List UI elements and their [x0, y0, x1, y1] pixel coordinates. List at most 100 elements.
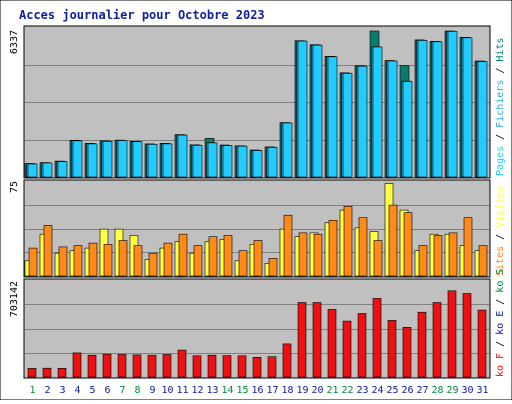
panel-bottom-bars	[25, 290, 489, 378]
bar-pages-day-24	[372, 46, 383, 178]
bar-sites-day-29	[448, 232, 458, 277]
bar-kof-day-14	[222, 355, 232, 378]
legend-part-middle-1: /	[495, 228, 506, 246]
bar-kof-day-29	[447, 290, 457, 378]
x-tick-label-day-6: 6	[104, 385, 110, 396]
bar-pages-day-17	[267, 147, 278, 178]
bar-pages-day-7	[117, 140, 128, 178]
bar-sites-day-30	[463, 217, 473, 277]
bar-sites-day-19	[298, 232, 308, 277]
bar-pages-day-4	[72, 140, 83, 178]
bar-pages-day-21	[327, 56, 338, 178]
bar-sites-day-24	[373, 240, 383, 277]
bar-pages-day-3	[57, 161, 68, 178]
x-tick-label-day-28: 28	[431, 385, 443, 396]
x-tick-label-day-8: 8	[134, 385, 140, 396]
bar-kof-day-7	[117, 354, 127, 378]
bar-pages-day-1	[27, 163, 38, 178]
x-tick-label-day-27: 27	[416, 385, 428, 396]
x-tick-label-day-22: 22	[341, 385, 353, 396]
x-tick-label-day-30: 30	[461, 385, 473, 396]
bar-pages-day-12	[192, 145, 203, 178]
legend-part-bottom-1: /	[495, 335, 506, 353]
bar-kof-day-11	[177, 349, 187, 378]
bar-pages-day-14	[222, 145, 233, 178]
panel-pages-files-hits: 6337 Pages / Fichiers / Hits	[9, 25, 506, 179]
bar-kof-day-15	[237, 355, 247, 378]
legend-part-top-4: Hits	[495, 38, 506, 62]
x-tick-label-day-14: 14	[221, 385, 233, 396]
bar-pages-day-31	[477, 61, 488, 178]
panel-middle-bars	[24, 183, 489, 277]
bar-pages-day-25	[387, 60, 398, 178]
bar-kof-day-10	[162, 354, 172, 378]
bar-sites-day-20	[313, 233, 323, 277]
bar-pages-day-15	[237, 145, 248, 178]
x-axis-day-labels: 1 2 3 4 5 6 7 8 9 10 11 12 13 14 15 16 17 18 19 20 21 22 23 24 2…	[29, 385, 488, 396]
bar-kof-day-31	[477, 309, 487, 378]
bar-kof-day-22	[342, 320, 352, 378]
x-tick-label-day-4: 4	[74, 385, 80, 396]
legend-part-top-3: /	[495, 62, 506, 80]
bar-sites-day-22	[343, 206, 353, 277]
x-tick-label-day-31: 31	[476, 385, 488, 396]
chart-title: Acces journalier pour Octobre 2023	[19, 8, 265, 22]
x-tick-label-day-11: 11	[176, 385, 188, 396]
bar-pages-day-19	[297, 40, 308, 178]
bar-sites-day-11	[178, 233, 188, 277]
legend-part-bottom-2: ko E	[495, 311, 506, 335]
bar-sites-day-13	[208, 236, 218, 277]
bar-sites-day-28	[433, 235, 443, 277]
legend-part-middle-0: Sites	[495, 246, 506, 276]
bar-sites-day-27	[418, 245, 428, 277]
bar-pages-day-9	[147, 144, 158, 178]
bar-sites-day-2	[43, 225, 53, 277]
bar-kof-day-25	[387, 320, 397, 378]
bar-sites-day-7	[118, 240, 128, 277]
bar-sites-day-5	[88, 242, 98, 277]
legend-part-bottom-4: ko S	[495, 269, 506, 293]
bar-kof-day-13	[207, 354, 217, 378]
bar-kof-day-12	[192, 355, 202, 378]
bar-pages-day-27	[417, 40, 428, 178]
x-tick-label-day-25: 25	[386, 385, 398, 396]
x-tick-label-day-1: 1	[29, 385, 35, 396]
bar-kof-day-16	[252, 356, 262, 378]
x-tick-label-day-12: 12	[191, 385, 203, 396]
bar-sites-day-16	[253, 240, 263, 277]
bar-kof-day-3	[57, 367, 67, 378]
bar-kof-day-5	[87, 354, 97, 378]
bar-pages-day-22	[342, 73, 353, 178]
bar-kof-day-17	[267, 356, 277, 378]
bar-pages-day-2	[42, 162, 53, 178]
bar-pages-day-18	[282, 122, 293, 178]
legend-part-top-0: Pages	[495, 146, 506, 176]
bar-kof-day-19	[297, 302, 307, 378]
x-tick-label-day-20: 20	[311, 385, 323, 396]
bar-pages-day-23	[357, 65, 368, 178]
bar-sites-day-21	[328, 220, 338, 277]
bar-kof-day-30	[462, 293, 472, 378]
x-tick-label-day-29: 29	[446, 385, 458, 396]
bar-pages-day-8	[132, 141, 143, 178]
x-tick-label-day-18: 18	[281, 385, 293, 396]
x-tick-label-day-24: 24	[371, 385, 383, 396]
bar-pages-day-16	[252, 150, 263, 178]
bar-sites-day-6	[103, 244, 113, 277]
bar-kof-day-20	[312, 302, 322, 378]
panel-middle-legend: Sites / Visites	[495, 186, 506, 276]
bar-kof-day-24	[372, 298, 382, 378]
bar-kof-day-26	[402, 326, 412, 378]
bar-pages-day-26	[402, 81, 413, 178]
legend-part-middle-2: Visites	[495, 186, 506, 228]
bar-sites-day-12	[193, 245, 203, 277]
panel-top-bars	[24, 30, 489, 178]
bar-sites-day-25	[388, 204, 398, 277]
bar-pages-day-6	[102, 141, 113, 178]
x-tick-label-day-10: 10	[161, 385, 173, 396]
panel-bottom-legend: ko F / ko E / ko S	[495, 269, 506, 377]
bar-sites-day-1	[28, 247, 38, 277]
legend-part-top-2: Fichiers	[495, 80, 506, 128]
